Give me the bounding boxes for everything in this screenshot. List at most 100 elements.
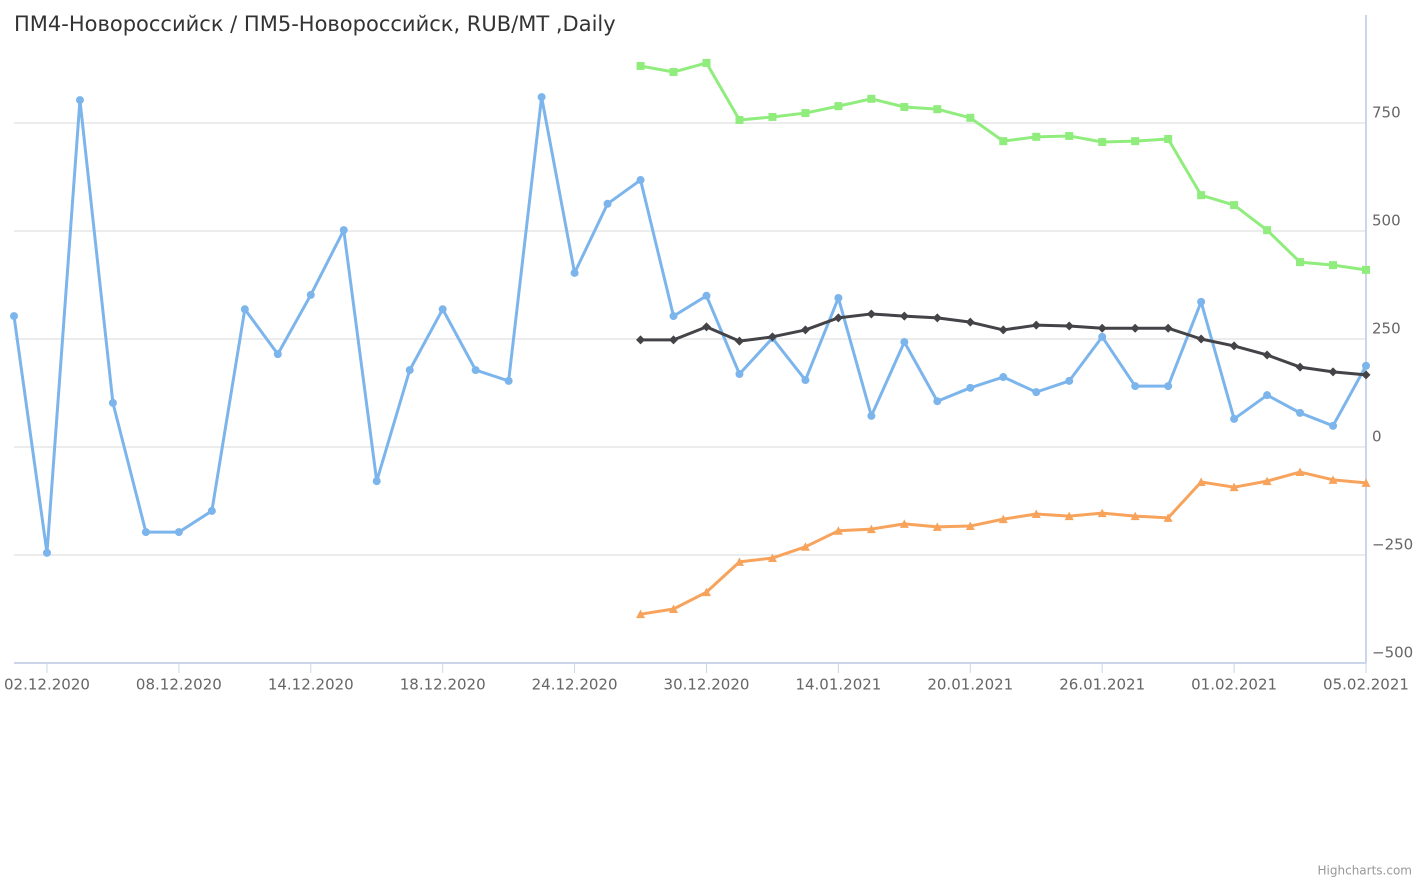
point (405, 366, 414, 375)
point (636, 609, 646, 619)
point (1329, 421, 1338, 430)
point (1164, 382, 1173, 391)
x-tick-label: 14.12.2020 (268, 676, 354, 694)
point (834, 102, 843, 111)
point (1263, 391, 1272, 400)
point (900, 103, 909, 112)
point (1131, 382, 1140, 391)
point (504, 376, 513, 385)
point (1329, 261, 1338, 270)
point (1296, 408, 1305, 417)
point (867, 94, 876, 103)
point (1229, 482, 1239, 492)
point (75, 96, 84, 105)
y-tick-label: 750 (1372, 104, 1401, 122)
point (998, 325, 1008, 335)
point (10, 312, 18, 321)
point (801, 109, 810, 118)
point (603, 199, 612, 208)
point (1197, 191, 1206, 200)
point (636, 176, 645, 185)
point (636, 335, 646, 345)
point (1328, 367, 1338, 377)
point (734, 557, 744, 566)
point (1032, 132, 1041, 141)
chart-title: ПМ4-Новороссийск / ПМ5-Новороссийск, RUB… (14, 12, 616, 36)
point (1164, 134, 1173, 143)
point (1362, 361, 1370, 370)
x-tick-label: 02.12.2020 (4, 676, 90, 694)
point (702, 291, 711, 300)
point (701, 322, 711, 332)
point (866, 524, 876, 534)
point (1163, 323, 1173, 333)
point (306, 290, 315, 299)
point (899, 519, 909, 528)
point (735, 369, 744, 378)
point (1163, 513, 1173, 522)
point (471, 366, 480, 375)
point (1230, 414, 1239, 423)
point (1032, 388, 1041, 397)
point (1230, 201, 1239, 210)
x-tick-label: 30.12.2020 (664, 676, 750, 694)
point (933, 397, 942, 406)
point (1296, 258, 1305, 267)
point (438, 305, 447, 314)
y-tick-label: 500 (1372, 212, 1401, 230)
x-tick-label: 08.12.2020 (136, 676, 222, 694)
point (1361, 478, 1371, 487)
point (1197, 297, 1206, 306)
point (1262, 350, 1272, 360)
point (866, 309, 876, 319)
x-tick-label: 01.02.2021 (1191, 676, 1277, 694)
point (174, 528, 183, 537)
x-tick-label: 24.12.2020 (532, 676, 618, 694)
point (932, 313, 942, 323)
point (108, 398, 117, 407)
point (240, 305, 249, 314)
x-tick-label: 18.12.2020 (400, 676, 486, 694)
y-tick-label: −250 (1372, 536, 1413, 554)
point (834, 293, 843, 302)
point (636, 61, 645, 70)
point (1295, 467, 1305, 477)
point (1130, 511, 1140, 521)
x-tick-label: 26.01.2021 (1059, 676, 1145, 694)
point (1097, 508, 1107, 518)
y-tick-label: −500 (1372, 644, 1413, 662)
point (570, 268, 579, 277)
point (1295, 362, 1305, 372)
point (273, 350, 282, 359)
point (1065, 131, 1074, 140)
point (800, 325, 810, 335)
point (966, 383, 975, 392)
series-line (640, 470, 1367, 616)
credits[interactable]: Highcharts.com (1318, 864, 1412, 878)
point (1130, 323, 1140, 333)
point (669, 335, 679, 345)
point (42, 548, 51, 557)
point (900, 338, 909, 347)
point (965, 317, 975, 327)
point (207, 506, 216, 515)
point (1328, 475, 1338, 484)
point (998, 514, 1008, 524)
series-line (12, 95, 1368, 555)
point (1361, 370, 1371, 380)
point (702, 58, 711, 67)
point (669, 312, 678, 321)
point (966, 113, 975, 122)
point (1263, 226, 1272, 235)
series-line (640, 312, 1367, 377)
point (999, 137, 1008, 146)
point (372, 477, 381, 486)
y-tick-label: 0 (1372, 428, 1382, 446)
point (1098, 332, 1107, 341)
point (1064, 511, 1074, 521)
series-line (640, 61, 1367, 272)
point (899, 311, 909, 321)
point (965, 521, 975, 531)
point (767, 332, 777, 342)
